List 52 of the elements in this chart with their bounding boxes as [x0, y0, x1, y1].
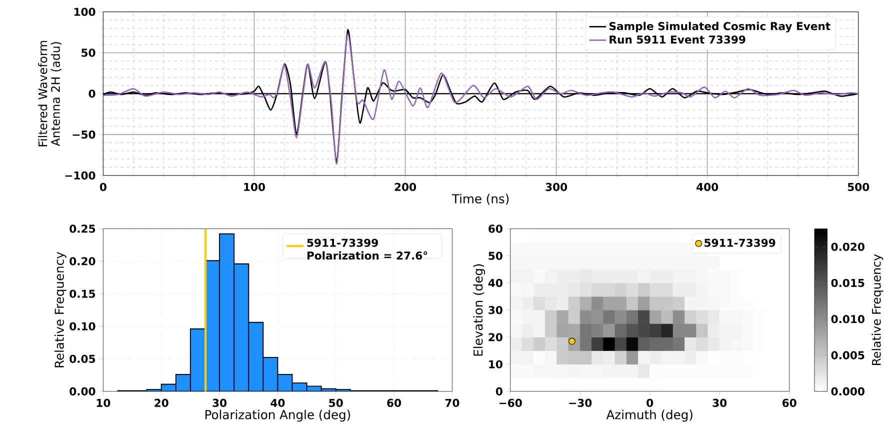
- y-tick-label: 50: [82, 48, 96, 57]
- color-bar-label: 0.020: [831, 242, 864, 251]
- y-tick-label: 20: [488, 333, 502, 342]
- color-bar-label: 0.010: [831, 315, 864, 324]
- y-tick-label: 0: [88, 90, 96, 98]
- x-tick-label: −30: [569, 398, 592, 408]
- legend-label: Sample Simulated Cosmic Ray Event: [610, 22, 830, 32]
- y-axis-title: Filtered Waveform Antenna 2H (adu): [38, 40, 62, 146]
- y-tick-label: 0.25: [70, 224, 96, 233]
- color-bar-title: Relative Frequency: [872, 254, 884, 366]
- y-axis-title: Elevation (deg): [473, 264, 486, 356]
- y-tick-label: 0.15: [70, 290, 96, 298]
- y-tick-label: 40: [488, 278, 502, 288]
- color-bar-label: 0.000: [831, 387, 864, 396]
- y-tick-label: 50: [488, 252, 502, 260]
- x-tick-label: −60: [499, 398, 522, 408]
- color-bar-label: 0.005: [831, 351, 864, 360]
- x-tick-label: 100: [244, 182, 265, 192]
- y-axis-title: Relative Frequency: [54, 252, 66, 368]
- x-tick-label: 400: [696, 182, 718, 192]
- y-tick-label: 0.05: [70, 354, 96, 363]
- x-tick-label: 40: [270, 398, 285, 408]
- y-tick-label: 30: [488, 306, 502, 314]
- x-axis-title: Polarization Angle (deg): [205, 410, 350, 422]
- x-tick-label: 500: [848, 182, 870, 192]
- y-tick-label: 60: [488, 224, 502, 233]
- x-tick-label: 50: [329, 398, 343, 408]
- x-tick-label: 0: [100, 182, 106, 192]
- x-tick-label: 300: [546, 182, 568, 192]
- x-tick-label: 70: [445, 398, 460, 408]
- x-tick-label: 10: [96, 398, 110, 408]
- legend-label: 5911-73399: [704, 238, 776, 247]
- color-bar-label: 0.015: [831, 278, 864, 288]
- x-tick-label: 60: [782, 398, 796, 408]
- legend-label: 5911-73399 Polarization = 27.6°: [307, 238, 428, 260]
- legend-label: Run 5911 Event 73399: [610, 36, 746, 44]
- y-tick-label: 0.00: [70, 387, 96, 396]
- x-axis-title: Time (ns): [452, 194, 509, 205]
- x-tick-label: 60: [387, 398, 402, 408]
- y-tick-label: 100: [74, 8, 96, 16]
- x-tick-label: 20: [154, 398, 168, 408]
- y-tick-label: −50: [72, 130, 96, 139]
- y-tick-label: 0.20: [70, 257, 96, 266]
- x-tick-label: 30: [712, 398, 727, 408]
- y-tick-label: 10: [489, 360, 502, 368]
- y-tick-label: −100: [65, 171, 96, 180]
- x-tick-label: 30: [212, 398, 227, 408]
- x-tick-label: 0: [646, 398, 654, 408]
- y-tick-label: 0.10: [70, 322, 96, 330]
- y-tick-label: 0: [496, 387, 502, 396]
- x-tick-label: 200: [394, 182, 416, 192]
- x-axis-title: Azimuth (deg): [606, 410, 692, 422]
